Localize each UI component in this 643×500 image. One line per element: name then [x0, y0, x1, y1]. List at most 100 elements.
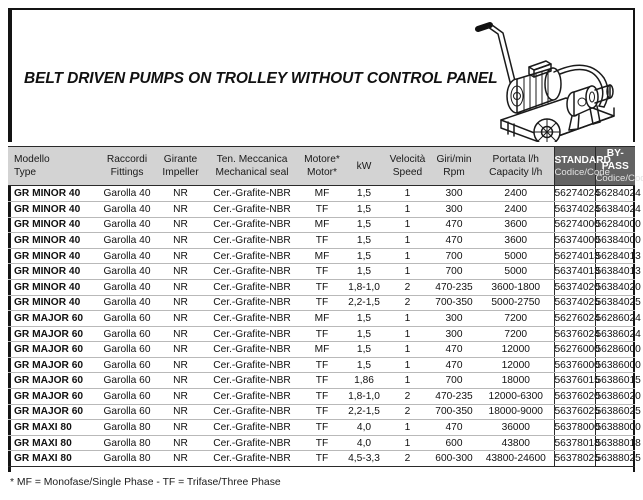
- table-cell: Garolla 40: [96, 263, 158, 280]
- col-header-motor-en: Motor*: [306, 167, 337, 179]
- table-cell: 3600-1800: [478, 279, 554, 296]
- table-cell: 56386015: [594, 372, 641, 390]
- table-cell: 5000-2750: [478, 295, 554, 312]
- table-cell: Garolla 80: [96, 419, 158, 436]
- col-header-rpm-en: Rpm: [443, 167, 465, 179]
- table-cell: 2,2-1,5: [343, 404, 385, 421]
- table-cell: 470-235: [430, 279, 478, 296]
- table-cell: 56386000: [594, 357, 641, 374]
- table-cell: Garolla 40: [96, 248, 158, 265]
- col-header-capacity: Portata l/h Capacity l/h: [478, 145, 554, 187]
- col-header-standard-code: STANDARD Codice/Code: [553, 145, 611, 187]
- table-cell: 1: [385, 372, 430, 390]
- table-cell: Garolla 40: [96, 295, 158, 312]
- table-cell: 2400: [478, 201, 554, 218]
- table-cell: 470: [430, 357, 478, 374]
- col-header-capacity-en: Capacity l/h: [489, 167, 543, 179]
- table-cell: MF: [301, 310, 343, 327]
- table-cell: 56376020: [553, 388, 600, 405]
- table-cell: 1,5: [343, 341, 385, 358]
- table-cell: 1: [385, 217, 430, 234]
- table-cell: 56378018: [553, 435, 600, 452]
- table-cell: Garolla 40: [96, 185, 158, 202]
- table-cell: 470-235: [430, 388, 478, 405]
- table-cell: NR: [158, 217, 203, 234]
- col-header-fittings: Raccordi Fittings: [96, 145, 158, 187]
- table-cell: TF: [301, 419, 343, 436]
- table-cell: 700-350: [430, 295, 478, 312]
- col-header-model: Modello Type: [8, 145, 96, 187]
- table-cell: GR MINOR 40: [8, 279, 96, 296]
- table-cell: TF: [301, 295, 343, 312]
- table-cell: 4,5-3,3: [343, 450, 385, 468]
- table-cell: GR MAJOR 60: [8, 357, 96, 374]
- table-cell: 470: [430, 217, 478, 234]
- table-cell: Cer.-Grafite-NBR: [203, 450, 301, 468]
- specification-table: Modello Type Raccordi Fittings Girante I…: [8, 145, 643, 468]
- table-cell: GR MAJOR 60: [8, 310, 96, 327]
- table-cell: NR: [158, 435, 203, 452]
- table-cell: NR: [158, 201, 203, 218]
- table-cell: GR MAJOR 60: [8, 388, 96, 405]
- table-cell: 600-300: [430, 450, 478, 468]
- col-header-model-it: Modello: [14, 154, 50, 166]
- table-cell: GR MAXI 80: [8, 450, 96, 468]
- table-cell: 36000: [478, 419, 554, 436]
- col-header-kw: kW: [343, 145, 385, 187]
- table-cell: Cer.-Grafite-NBR: [203, 310, 301, 327]
- table-cell: GR MAJOR 60: [8, 326, 96, 343]
- table-cell: Cer.-Grafite-NBR: [203, 419, 301, 436]
- table-row: GR MINOR 40 Garolla 40 NR Cer.-Grafite-NBR T…: [8, 201, 641, 218]
- table-cell: 56374024: [553, 201, 600, 218]
- table-cell: 56384013: [594, 263, 641, 280]
- table-cell: 470: [430, 232, 478, 249]
- table-cell: 56384000: [594, 232, 641, 249]
- table-cell: NR: [158, 185, 203, 202]
- table-cell: 56388025: [594, 450, 641, 468]
- table-cell: 700: [430, 263, 478, 280]
- table-cell: 43800: [478, 435, 554, 452]
- table-cell: 1: [385, 185, 430, 202]
- table-cell: 1: [385, 326, 430, 343]
- table-cell: 43800-24600: [478, 450, 554, 468]
- table-cell: Cer.-Grafite-NBR: [203, 357, 301, 374]
- table-cell: TF: [301, 404, 343, 421]
- table-cell: 56384025: [594, 295, 641, 312]
- table-row: GR MAXI 80 Garolla 80 NR Cer.-Grafite-NBR TF…: [8, 435, 641, 452]
- table-cell: NR: [158, 279, 203, 296]
- table-cell: 56376025: [553, 404, 600, 421]
- table-row: GR MINOR 40 Garolla 40 NR Cer.-Grafite-NBR M…: [8, 185, 641, 202]
- table-cell: MF: [301, 341, 343, 358]
- table-cell: TF: [301, 201, 343, 218]
- col-header-speed-en: Speed: [392, 167, 423, 179]
- table-cell: NR: [158, 263, 203, 280]
- col-header-motor-it: Motore*: [304, 154, 340, 166]
- table-cell: NR: [158, 326, 203, 343]
- table-cell: 56374025: [553, 295, 600, 312]
- table-cell: 56274013: [553, 248, 600, 265]
- table-row: GR MAJOR 60 Garolla 60 NR Cer.-Grafite-NBR T…: [8, 372, 641, 390]
- table-cell: GR MINOR 40: [8, 201, 96, 218]
- table-row: GR MINOR 40 Garolla 40 NR Cer.-Grafite-NBR T…: [8, 279, 641, 296]
- table-cell: Cer.-Grafite-NBR: [203, 435, 301, 452]
- table-cell: 56276000: [553, 341, 600, 358]
- table-cell: 700: [430, 372, 478, 390]
- table-cell: 1: [385, 341, 430, 358]
- table-cell: Cer.-Grafite-NBR: [203, 295, 301, 312]
- belt-driven-pump-trolley-illustration: [454, 12, 629, 142]
- table-cell: Cer.-Grafite-NBR: [203, 248, 301, 265]
- table-cell: 1,5: [343, 310, 385, 327]
- table-cell: 56284013: [594, 248, 641, 265]
- table-cell: 1,5: [343, 357, 385, 374]
- table-cell: 700: [430, 248, 478, 265]
- col-header-bypass-title: BY-PASS: [601, 148, 629, 173]
- table-cell: TF: [301, 450, 343, 468]
- col-header-fittings-it: Raccordi: [106, 154, 148, 166]
- table-cell: 470: [430, 419, 478, 436]
- col-header-rpm: Giri/min Rpm: [430, 145, 478, 187]
- table-cell: 1: [385, 232, 430, 249]
- table-cell: Cer.-Grafite-NBR: [203, 388, 301, 405]
- table-cell: Garolla 60: [96, 357, 158, 374]
- table-cell: Garolla 60: [96, 388, 158, 405]
- table-cell: 12000: [478, 341, 554, 358]
